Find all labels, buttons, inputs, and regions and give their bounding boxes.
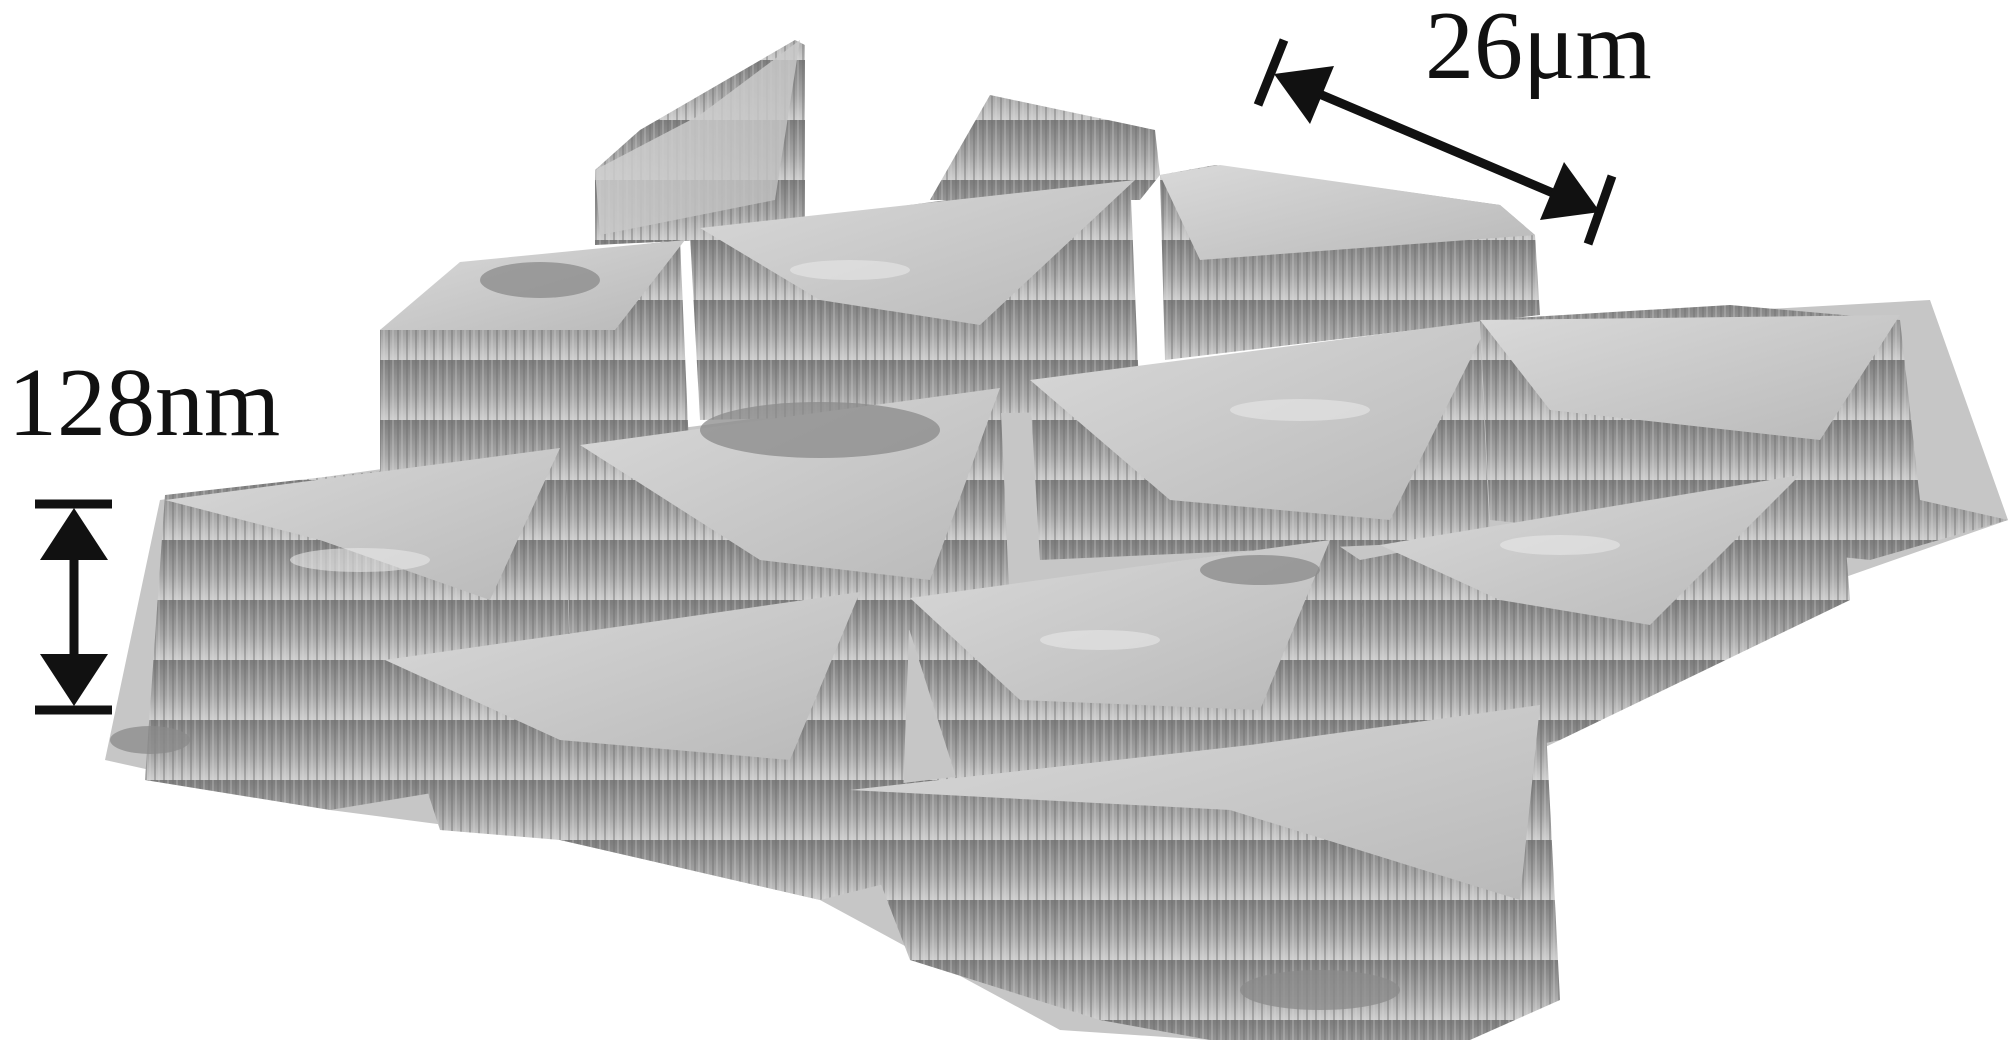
surface-block <box>165 448 560 600</box>
surface-block <box>1480 315 1900 440</box>
height-scale-label: 128nm <box>8 349 280 457</box>
height-scale-bar: 128nm <box>8 349 280 715</box>
width-scale-bar: 26μm <box>1253 0 1652 246</box>
width-scale-label: 26μm <box>1425 0 1652 100</box>
height-scale-arrow-up <box>40 508 108 560</box>
width-scale-arrow-right <box>1540 162 1600 220</box>
width-scale-left-tick <box>1253 38 1289 107</box>
surface-block <box>910 540 1330 710</box>
width-scale-right-tick <box>1583 174 1617 246</box>
width-scale-arrow-left <box>1274 66 1334 124</box>
surface-rendering <box>105 40 2008 1040</box>
surface-block <box>930 95 1160 200</box>
surface-block <box>1030 320 1490 520</box>
width-scale-shaft <box>1308 85 1562 201</box>
surface-block <box>700 180 1135 325</box>
surface-block <box>595 40 800 235</box>
surface-block <box>850 705 1540 900</box>
surface-highlights <box>290 260 1620 650</box>
surface-block <box>1160 165 1535 260</box>
surface-block <box>385 592 860 760</box>
height-scale-arrow-down <box>40 654 108 706</box>
surface-debris <box>110 262 1400 1010</box>
